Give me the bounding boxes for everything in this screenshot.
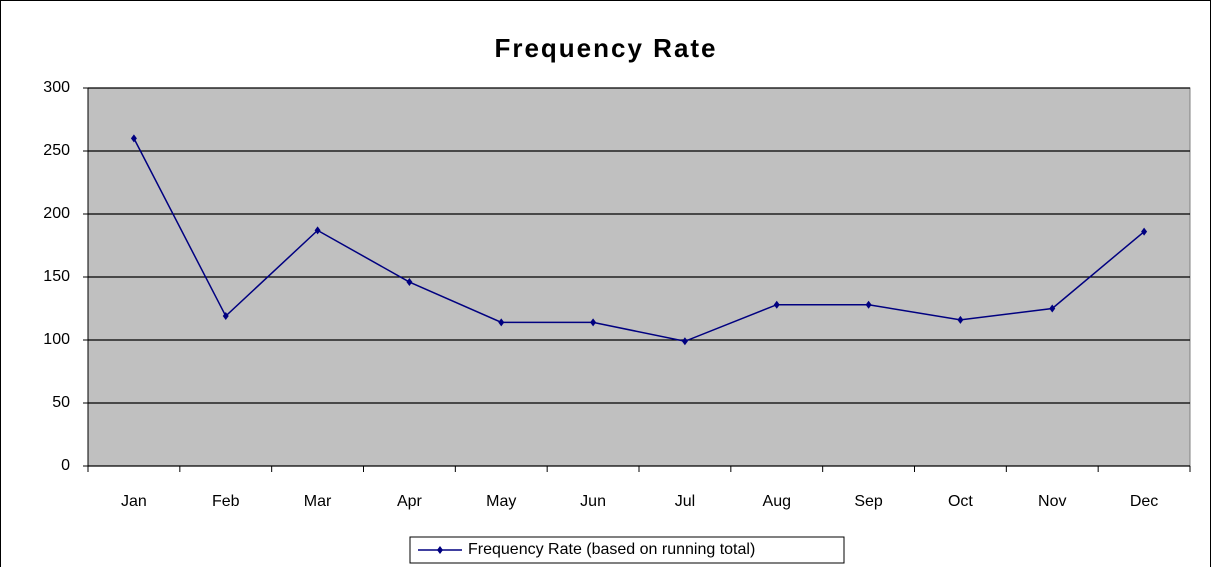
data-point bbox=[1141, 227, 1148, 236]
chart-title: Frequency Rate bbox=[494, 33, 717, 63]
legend-box bbox=[409, 536, 845, 564]
data-line bbox=[133, 138, 1145, 343]
data-point bbox=[957, 315, 964, 324]
data-point bbox=[773, 300, 780, 309]
y-tick-label: 0 bbox=[61, 457, 70, 474]
x-tick-label: May bbox=[486, 493, 516, 510]
data-point bbox=[681, 337, 688, 346]
data-point bbox=[590, 318, 597, 327]
data-point bbox=[222, 312, 229, 321]
x-tick-label: Mar bbox=[304, 493, 332, 510]
y-tick-label: 300 bbox=[43, 79, 70, 96]
legend-marker bbox=[437, 546, 443, 554]
y-tick-label: 100 bbox=[43, 331, 70, 348]
x-tick-label: Jul bbox=[675, 493, 695, 510]
data-point bbox=[498, 318, 505, 327]
y-tick-label: 250 bbox=[43, 142, 70, 159]
x-tick-label: Jun bbox=[580, 493, 606, 510]
x-tick-label: Feb bbox=[212, 493, 240, 510]
x-tick-label: Apr bbox=[397, 493, 423, 510]
x-tick-label: Dec bbox=[1130, 493, 1158, 510]
data-point bbox=[406, 278, 413, 287]
y-tick-label: 50 bbox=[52, 394, 70, 411]
legend-label: Frequency Rate (based on running total) bbox=[468, 541, 755, 558]
x-tick-label: Sep bbox=[854, 493, 883, 510]
x-tick-label: Nov bbox=[1038, 493, 1066, 510]
data-point bbox=[1049, 304, 1056, 313]
x-tick-label: Jan bbox=[121, 493, 147, 510]
y-tick-label: 150 bbox=[43, 268, 70, 285]
x-tick-label: Oct bbox=[948, 493, 973, 510]
data-point bbox=[865, 300, 872, 309]
x-tick-label: Aug bbox=[763, 493, 791, 510]
y-tick-label: 200 bbox=[43, 205, 70, 222]
data-point bbox=[130, 134, 137, 143]
data-point bbox=[314, 226, 321, 235]
